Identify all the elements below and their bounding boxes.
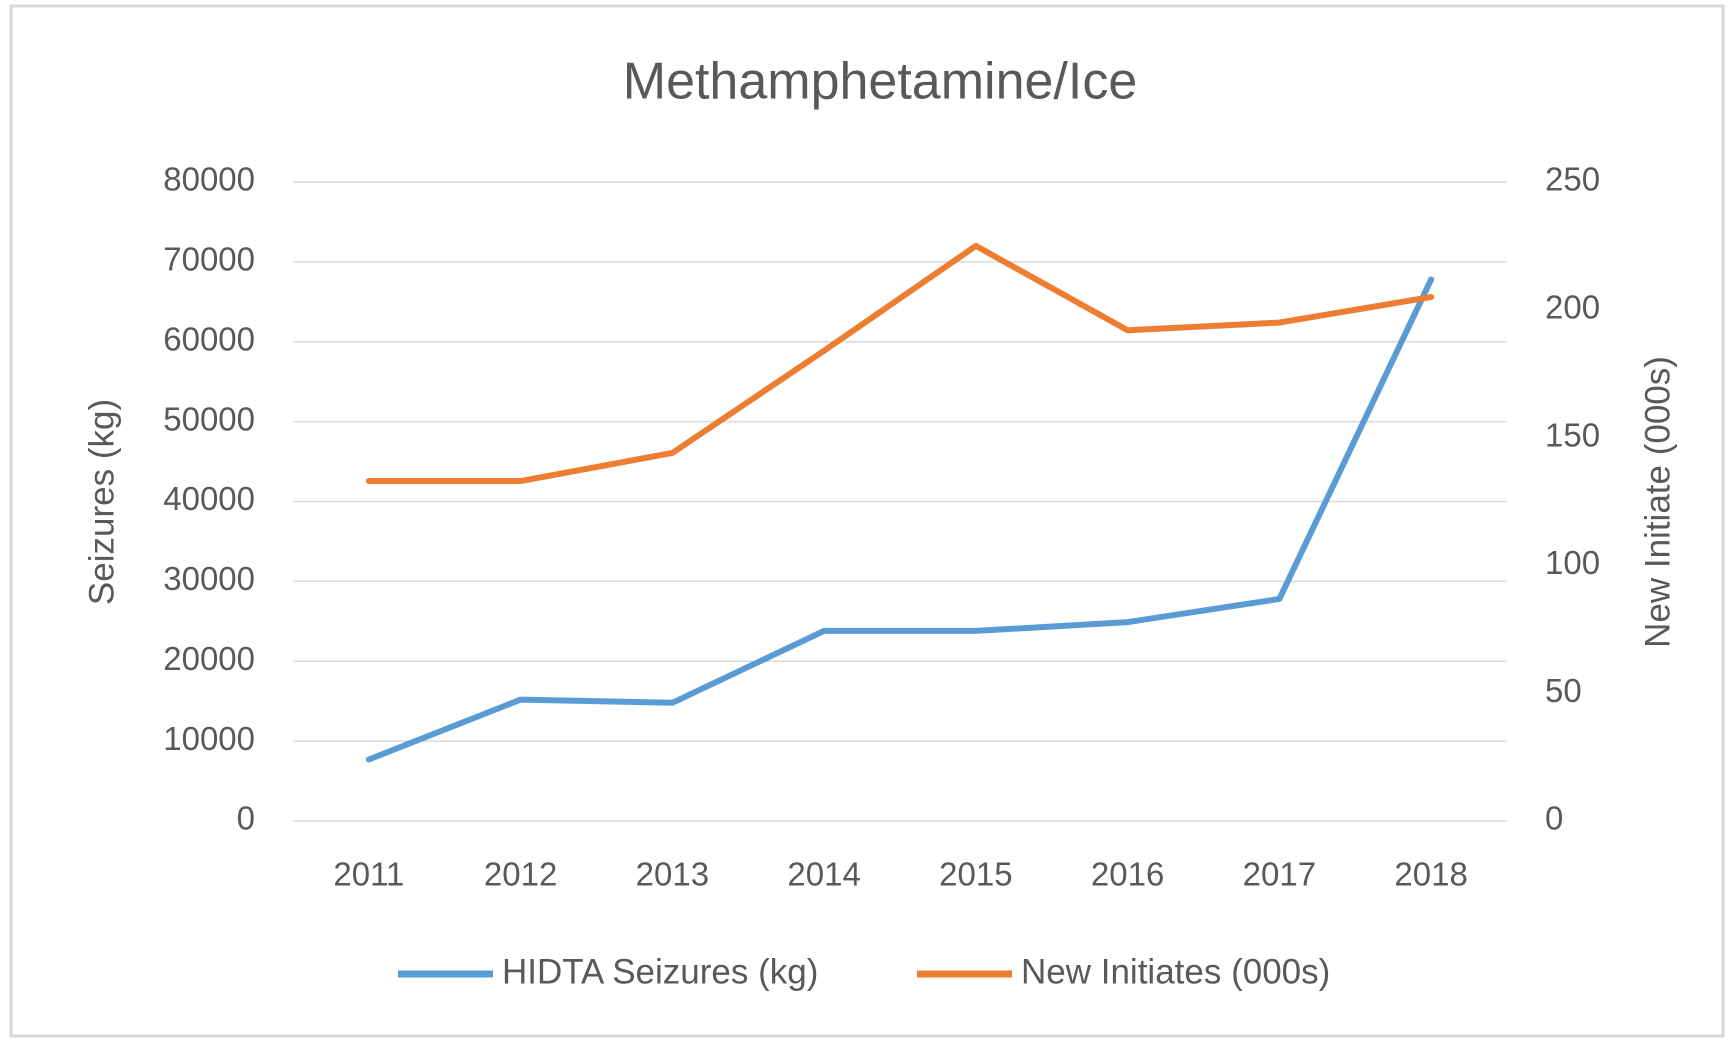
y2-axis-title: New Initiate (000s)	[1638, 356, 1677, 648]
x-tick-label: 2015	[939, 856, 1012, 893]
legend-label: New Initiates (000s)	[1021, 952, 1330, 991]
y2-tick-label: 100	[1545, 544, 1600, 581]
y2-tick-label: 250	[1545, 161, 1600, 198]
x-tick-label: 2018	[1394, 856, 1467, 893]
series-line	[365, 276, 1435, 763]
y-tick-label: 70000	[163, 241, 255, 278]
x-tick-label: 2013	[636, 856, 709, 893]
series-line	[365, 242, 1435, 485]
y-tick-label: 40000	[163, 480, 255, 517]
y-tick-label: 60000	[163, 320, 255, 357]
x-tick-label: 2012	[484, 856, 557, 893]
y-tick-label: 20000	[163, 640, 255, 677]
y-tick-label: 10000	[163, 720, 255, 757]
x-tick-label: 2016	[1091, 856, 1164, 893]
y-tick-label: 30000	[163, 560, 255, 597]
chart-title: Methamphetamine/Ice	[623, 53, 1138, 111]
x-tick-label: 2014	[787, 856, 860, 893]
y-tick-label: 50000	[163, 400, 255, 437]
y-tick-label: 0	[237, 800, 255, 837]
x-tick-label: 2011	[333, 856, 404, 893]
y2-tick-label: 50	[1545, 672, 1582, 709]
legend-label: HIDTA Seizures (kg)	[502, 952, 818, 991]
y2-tick-label: 200	[1545, 289, 1600, 326]
y2-tick-label: 150	[1545, 416, 1600, 453]
y-axis-title: Seizures (kg)	[82, 399, 121, 605]
y2-tick-label: 0	[1545, 800, 1563, 837]
chart-frame	[9, 4, 1725, 1038]
y-tick-label: 80000	[163, 161, 255, 198]
x-tick-label: 2017	[1243, 856, 1316, 893]
